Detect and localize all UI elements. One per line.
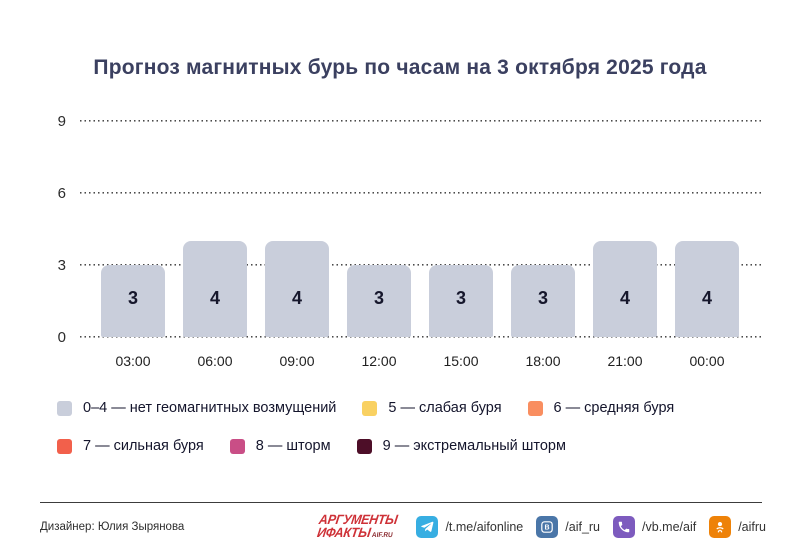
legend-item: 8 — шторм xyxy=(229,438,331,454)
legend-swatch xyxy=(362,400,378,416)
viber-icon xyxy=(613,516,636,538)
telegram-icon xyxy=(416,516,439,538)
bar-value-label: 3 xyxy=(537,288,548,308)
legend-swatch xyxy=(527,400,543,416)
gridline-9 xyxy=(80,120,764,122)
bar-value-label: 4 xyxy=(701,288,712,308)
legend-label: 8 — шторм xyxy=(255,438,331,454)
x-tick-label-1800: 18:00 xyxy=(525,353,561,369)
x-tick-label-0000: 00:00 xyxy=(689,353,725,369)
legend-item: 9 — экстремальный шторм xyxy=(356,438,566,454)
x-tick-label-0900: 09:00 xyxy=(279,353,315,369)
social-handle: /aif_ru xyxy=(565,520,601,534)
legend-label: 6 — средняя буря xyxy=(553,400,675,416)
bar-0600: 4 xyxy=(183,241,247,337)
legend-row: 0–4 — нет геомагнитных возмущений 5 — сла… xyxy=(57,397,674,419)
legend-item: 5 — слабая буря xyxy=(362,400,502,416)
social-handle: /t.me/aifonline xyxy=(445,520,524,534)
y-tick-label-3: 3 xyxy=(57,257,66,274)
footer: Дизайнер: Юлия Зырянова АРГУМЕНТЫ ИФАКТЫ… xyxy=(40,511,766,543)
x-tick-label-1200: 12:00 xyxy=(361,353,397,369)
bar-value-label: 3 xyxy=(455,288,466,308)
social-handle: /vb.me/aif xyxy=(642,520,697,534)
bar-value-label: 4 xyxy=(209,288,220,308)
gridline-6 xyxy=(80,192,764,194)
ok-icon xyxy=(709,516,732,538)
bar-value-label: 3 xyxy=(127,288,138,308)
legend-swatch xyxy=(356,438,372,454)
bar-0300: 3 xyxy=(101,265,165,337)
footer-right: АРГУМЕНТЫ ИФАКТЫ AIF.RU /t.me/aifonline В… xyxy=(316,512,766,540)
aif-logo: АРГУМЕНТЫ ИФАКТЫ AIF.RU xyxy=(316,512,398,540)
aif-logo-suffix: AIF.RU xyxy=(371,532,394,539)
y-tick-label-6: 6 xyxy=(57,185,66,202)
bar-1500: 3 xyxy=(429,265,493,337)
x-tick-label-2100: 21:00 xyxy=(607,353,643,369)
aif-logo-line2-text: ИФАКТЫ xyxy=(316,525,372,540)
bar-value-label: 3 xyxy=(373,288,384,308)
legend-item: 7 — сильная буря xyxy=(57,438,204,454)
bar-value-label: 4 xyxy=(619,288,630,308)
legend-swatch xyxy=(57,400,72,416)
x-tick-label-0300: 03:00 xyxy=(115,353,151,369)
footer-divider xyxy=(40,502,762,503)
legend-swatch xyxy=(57,438,72,454)
legend-label: 9 — экстремальный шторм xyxy=(382,438,566,454)
telegram-link[interactable]: /t.me/aifonline xyxy=(416,516,523,538)
bars-group: 3 4 4 3 3 3 4 4 xyxy=(101,121,739,337)
bar-0000: 4 xyxy=(675,241,739,337)
legend: 0–4 — нет геомагнитных возмущений 5 — сла… xyxy=(57,397,674,473)
bar-1200: 3 xyxy=(347,265,411,337)
legend-swatch xyxy=(229,438,245,454)
social-links: /t.me/aifonline В/aif_ru/vb.me/aif/aifru xyxy=(416,516,766,538)
aif-logo-line2: ИФАКТЫ AIF.RU xyxy=(316,525,396,540)
x-tick-label-0600: 06:00 xyxy=(197,353,233,369)
x-tick-label-1500: 15:00 xyxy=(443,353,479,369)
svg-text:В: В xyxy=(545,525,550,532)
bar-value-label: 4 xyxy=(291,288,302,308)
y-tick-label-9: 9 xyxy=(57,113,66,130)
ok-link[interactable]: /aifru xyxy=(709,516,766,538)
legend-label: 7 — сильная буря xyxy=(83,438,204,454)
legend-item: 6 — средняя буря xyxy=(527,400,675,416)
gridline-3 xyxy=(80,264,764,266)
social-handle: /aifru xyxy=(738,520,766,534)
bar-0900: 4 xyxy=(265,241,329,337)
viber-link[interactable]: /vb.me/aif xyxy=(613,516,696,538)
legend-item: 0–4 — нет геомагнитных возмущений xyxy=(57,400,336,416)
bar-1800: 3 xyxy=(511,265,575,337)
vk-link[interactable]: В/aif_ru xyxy=(536,516,600,538)
designer-credit: Дизайнер: Юлия Зырянова xyxy=(40,521,185,533)
bar-2100: 4 xyxy=(593,241,657,337)
page-title: Прогноз магнитных бурь по часам на 3 окт… xyxy=(93,56,707,80)
legend-label: 0–4 — нет геомагнитных возмущений xyxy=(83,400,337,416)
legend-row: 7 — сильная буря 8 — шторм 9 — экстремальн… xyxy=(57,435,674,457)
gridline-0 xyxy=(80,336,764,338)
y-tick-label-0: 0 xyxy=(57,329,66,346)
legend-label: 5 — слабая буря xyxy=(388,400,502,416)
x-axis-labels: 03:00 06:00 09:00 12:00 15:00 18:00 21:00 00:00 xyxy=(101,353,739,369)
vk-icon: В xyxy=(536,516,559,538)
